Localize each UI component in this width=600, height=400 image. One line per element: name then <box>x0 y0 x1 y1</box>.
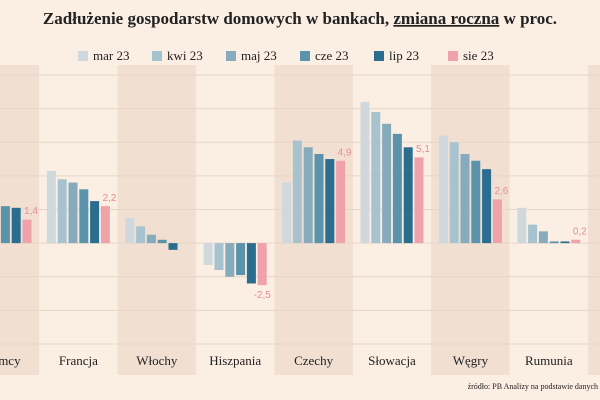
bar <box>125 217 135 244</box>
x-tick-label: Francja <box>59 353 98 368</box>
x-tick-label: Niemcy <box>0 353 21 368</box>
bar <box>282 182 292 244</box>
value-label: 0,2 <box>573 226 587 237</box>
bar <box>168 243 178 250</box>
bar <box>22 219 32 244</box>
legend-swatch <box>448 51 458 61</box>
legend-swatch <box>374 51 384 61</box>
bar <box>403 147 413 244</box>
title-part: zmiana roczna <box>393 9 499 28</box>
legend-swatch <box>300 51 310 61</box>
x-tick-label: Hiszpania <box>209 353 261 368</box>
bar <box>90 201 100 244</box>
value-label: 4,9 <box>338 147 352 158</box>
bar <box>57 179 67 244</box>
legend-label: maj 23 <box>241 48 277 63</box>
x-tick-label: Włochy <box>136 353 178 368</box>
bar <box>471 160 481 244</box>
bar <box>292 140 302 244</box>
bar <box>449 142 459 244</box>
bar <box>571 239 581 244</box>
bar <box>203 243 213 265</box>
bar <box>136 226 146 244</box>
bar <box>225 243 235 277</box>
bar <box>314 154 324 244</box>
legend-label: sie 23 <box>463 48 494 63</box>
bar <box>492 199 502 244</box>
bar <box>392 133 402 244</box>
bar <box>560 241 570 244</box>
bar <box>325 159 335 244</box>
bar <box>517 207 527 244</box>
value-label: 1,4 <box>24 206 38 217</box>
bar <box>360 101 370 244</box>
bar <box>46 170 56 244</box>
bar <box>528 224 538 244</box>
bar <box>214 243 224 271</box>
bar <box>0 206 10 244</box>
band <box>588 65 600 375</box>
bar <box>100 206 110 244</box>
bar <box>236 243 246 276</box>
legend-label: cze 23 <box>315 48 349 63</box>
bar <box>146 234 156 244</box>
value-label: 2,2 <box>102 193 116 204</box>
value-label: 5,1 <box>416 144 430 155</box>
legend-label: kwi 23 <box>167 48 203 63</box>
chart-title: Zadłużenie gospodarstw domowych w bankac… <box>43 9 557 28</box>
title-part: Zadłużenie gospodarstw domowych w bankac… <box>43 9 393 28</box>
x-tick-label: Słowacja <box>368 353 416 368</box>
value-label: -2,5 <box>254 290 272 301</box>
legend-label: lip 23 <box>389 48 419 63</box>
x-tick-label: Czechy <box>294 353 333 368</box>
legend-swatch <box>152 51 162 61</box>
bar <box>538 231 548 244</box>
source: źródło: PB Analizy na podstawie danych <box>468 382 598 391</box>
bar <box>68 182 78 244</box>
bar <box>549 241 559 244</box>
bar <box>157 239 167 244</box>
value-label: 2,6 <box>494 186 508 197</box>
bar <box>336 160 346 244</box>
bar <box>246 243 256 284</box>
bar <box>257 243 267 286</box>
bar <box>414 157 424 244</box>
bar <box>79 189 89 244</box>
legend-swatch <box>226 51 236 61</box>
legend-label: mar 23 <box>93 48 129 63</box>
bar <box>460 154 470 244</box>
bar <box>438 135 448 244</box>
bar <box>382 123 392 244</box>
title-part: w proc. <box>499 9 557 28</box>
x-tick-label: Rumunia <box>525 353 573 368</box>
legend-swatch <box>78 51 88 61</box>
x-tick-label: Węgry <box>453 353 489 368</box>
bar <box>482 169 492 244</box>
bar <box>303 147 313 244</box>
bar <box>11 207 21 244</box>
bar <box>371 111 381 244</box>
